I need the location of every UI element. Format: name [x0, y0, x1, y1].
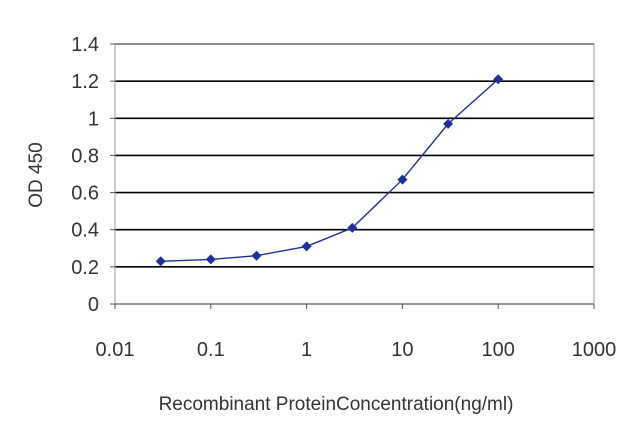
x-tick-label-3: 10: [391, 339, 413, 361]
plot-frame: [114, 43, 595, 305]
x-tick-label-5: 1000: [572, 339, 617, 361]
y-tick-label-0: 0: [88, 294, 99, 316]
x-tick-label-0: 0.01: [96, 339, 135, 361]
x-tick-label-2: 1: [301, 339, 312, 361]
plot-border: [114, 43, 595, 305]
data-point-0-5: [397, 174, 408, 185]
y-tick-label-7: 1.4: [71, 34, 99, 56]
y-axis-ticks: 0 0.2 0.4 0.6 0.8 1 1.2 1.4: [71, 34, 115, 316]
y-axis-title: OD 450: [26, 142, 47, 207]
x-axis-ticks: 0.01 0.1 1 10 100 1000: [96, 304, 617, 361]
gridlines: [115, 43, 594, 268]
series: [155, 74, 504, 267]
data-point-0-4: [347, 222, 358, 233]
data-point-0-3: [301, 241, 312, 252]
data-point-0-0: [155, 256, 166, 267]
data-point-0-7: [493, 74, 504, 85]
data-point-0-6: [443, 118, 454, 129]
y-tick-label-3: 0.6: [71, 183, 99, 205]
data-point-0-2: [251, 250, 262, 261]
y-tick-label-6: 1.2: [71, 71, 99, 93]
y-tick-label-5: 1: [88, 108, 99, 130]
x-tick-label-1: 0.1: [197, 339, 225, 361]
y-tick-label-2: 0.4: [71, 220, 99, 242]
y-tick-label-4: 0.8: [71, 145, 99, 167]
x-tick-label-4: 100: [482, 339, 515, 361]
data-point-0-1: [205, 254, 216, 265]
y-tick-label-1: 0.2: [71, 257, 99, 279]
x-axis-title: Recombinant ProteinConcentration(ng/ml): [159, 394, 514, 415]
series-line-0: [160, 78, 499, 262]
